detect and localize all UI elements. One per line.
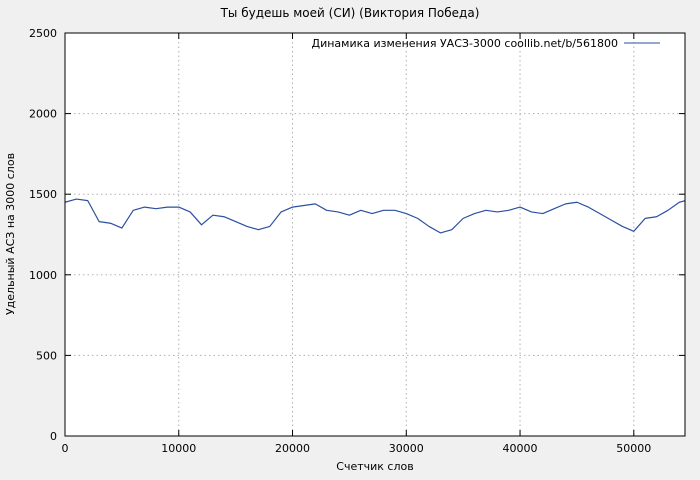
tick-labels: 0 10000 20000 30000 40000 50000 0 500 1000 1500 20… <box>29 27 651 455</box>
y-axis-label: Удельный АСЗ на 3000 слов <box>4 153 17 315</box>
x-tick-label: 50000 <box>616 442 651 455</box>
y-tick-label: 2500 <box>29 27 57 40</box>
x-tick-label: 30000 <box>389 442 424 455</box>
x-axis-label: Счетчик слов <box>336 460 413 473</box>
y-tick-label: 500 <box>36 349 57 362</box>
x-tick-label: 20000 <box>275 442 310 455</box>
chart-title: Ты будешь моей (СИ) (Виктория Победа) <box>220 6 480 20</box>
data-line <box>64 198 686 234</box>
plot-area <box>65 33 685 436</box>
legend: Динамика изменения УАСЗ-3000 coollib.net… <box>312 37 660 50</box>
data-series <box>64 198 686 234</box>
y-tick-label: 1500 <box>29 188 57 201</box>
plot-border <box>64 32 686 437</box>
x-tick-label: 10000 <box>161 442 196 455</box>
x-tick-label: 40000 <box>503 442 538 455</box>
y-tick-label: 2000 <box>29 108 57 121</box>
y-tick-label: 1000 <box>29 269 57 282</box>
legend-label: Динамика изменения УАСЗ-3000 coollib.net… <box>312 37 619 50</box>
y-tick-label: 0 <box>50 430 57 443</box>
x-tick-label: 0 <box>62 442 69 455</box>
